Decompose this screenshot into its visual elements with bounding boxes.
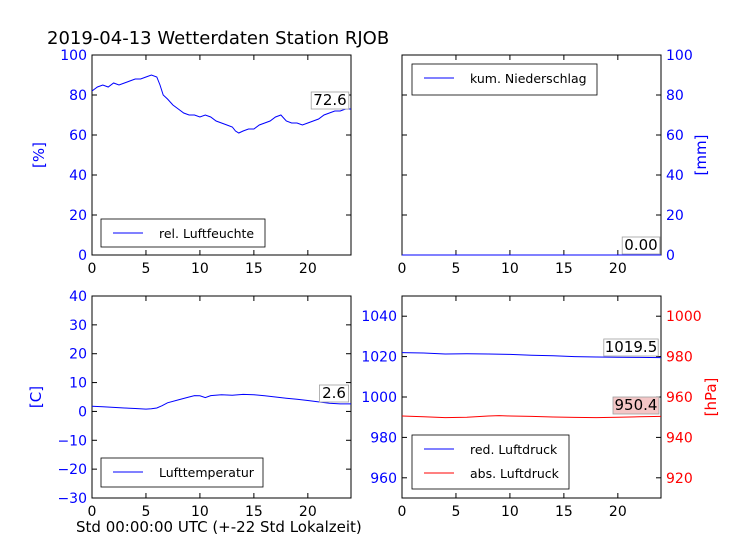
legend-frame xyxy=(411,434,570,490)
y-tick-label: 40 xyxy=(69,289,87,305)
y-tick-label: 100 xyxy=(60,48,87,64)
y-tick-label: −10 xyxy=(57,433,87,449)
x-tick-label: 10 xyxy=(191,504,209,520)
y-tick-label: 1040 xyxy=(361,309,397,325)
x-tick-label: 15 xyxy=(555,261,573,277)
x-tick-label: 0 xyxy=(88,504,97,520)
y-tick-label: 10 xyxy=(69,376,87,392)
value-annotation-box xyxy=(310,91,350,110)
x-tick-label: 10 xyxy=(191,261,209,277)
value-annotation: 2.6 xyxy=(322,384,346,402)
y-tick-label: 980 xyxy=(370,430,397,446)
y-tick-label: 0 xyxy=(78,404,87,420)
y-right-tick-label: 920 xyxy=(666,471,693,487)
value-annotation: 72.6 xyxy=(313,91,346,109)
y-tick-label: 80 xyxy=(666,88,684,104)
legend: rel. Luftfeuchte xyxy=(100,218,266,248)
plot-frame xyxy=(91,54,352,256)
legend-frame xyxy=(411,63,598,96)
y-tick-label: 40 xyxy=(69,168,87,184)
figure-title: 2019-04-13 Wetterdaten Station RJOB xyxy=(47,28,389,49)
legend: kum. Niederschlag xyxy=(411,63,598,96)
y-tick-label: −20 xyxy=(57,462,87,478)
y-tick-label: 20 xyxy=(69,208,87,224)
y-axis-label: [hPa] xyxy=(702,378,720,417)
chart-humidity: 0 5 10 15 20 0 20 40 60 80 100 [%] rel. Luftfeuchte 7… xyxy=(30,48,352,277)
x-tick-label: 0 xyxy=(398,504,407,520)
x-tick-label: 0 xyxy=(398,261,407,277)
legend-label: abs. Luftdruck xyxy=(470,466,560,481)
x-tick-label: 15 xyxy=(245,504,263,520)
y-right-tick-label: 940 xyxy=(666,430,693,446)
y-axis-label: [C] xyxy=(27,386,45,408)
y-tick-label: 1020 xyxy=(361,350,397,366)
legend: Lufttemperatur xyxy=(100,457,264,488)
y-right-tick-label: 980 xyxy=(666,350,693,366)
y-tick-label: 0 xyxy=(78,248,87,264)
x-tick-label: 20 xyxy=(609,261,627,277)
x-tick-label: 10 xyxy=(501,261,519,277)
series-line-red-luftdruck xyxy=(401,352,662,359)
y-axis-label: [%] xyxy=(30,142,48,168)
x-tick-label: 5 xyxy=(451,504,460,520)
value-annotation-box xyxy=(603,338,659,357)
y-tick-label: 0 xyxy=(666,248,675,264)
plot-frame xyxy=(91,295,352,499)
x-tick-label: 15 xyxy=(245,261,263,277)
x-tick-label: 0 xyxy=(88,261,97,277)
y-axis-label: [mm] xyxy=(692,135,710,176)
x-tick-label: 15 xyxy=(555,504,573,520)
y-tick-label: 1000 xyxy=(361,390,397,406)
value-annotation: 1019.5 xyxy=(605,338,658,356)
value-annotation: 0.00 xyxy=(624,236,657,254)
value-annotation-box xyxy=(318,384,349,403)
series-line-abs-luftdruck xyxy=(401,415,662,419)
legend-label: rel. Luftfeuchte xyxy=(159,226,254,241)
y-tick-label: 60 xyxy=(666,128,684,144)
legend: red. Luftdruck abs. Luftdruck xyxy=(411,434,570,490)
value-annotation: 950.4 xyxy=(615,396,658,414)
x-tick-label: 20 xyxy=(299,504,317,520)
y-tick-label: 20 xyxy=(69,347,87,363)
legend-label: Lufttemperatur xyxy=(159,465,255,480)
chart-temperature: 0 5 10 15 20 −30 −20 −10 0 10 20 30 40 [C] Lufttempera… xyxy=(27,289,352,520)
y-tick-label: 960 xyxy=(370,471,397,487)
y-tick-label: 30 xyxy=(69,318,87,334)
x-tick-label: 10 xyxy=(501,504,519,520)
y-tick-label: 40 xyxy=(666,168,684,184)
x-tick-label: 5 xyxy=(141,261,150,277)
y-tick-label: 80 xyxy=(69,88,87,104)
value-annotation-box xyxy=(612,396,660,415)
x-tick-label: 5 xyxy=(451,261,460,277)
legend-label: red. Luftdruck xyxy=(470,442,558,457)
series-line-lufttemperatur xyxy=(91,393,351,410)
y-tick-label: 100 xyxy=(666,48,693,64)
figure-xlabel: Std 00:00:00 UTC (+-22 Std Lokalzeit) xyxy=(76,518,362,536)
y-tick-label: 20 xyxy=(666,208,684,224)
y-right-tick-label: 1000 xyxy=(666,309,702,325)
series-line-rel-luftfeuchte xyxy=(91,74,351,134)
x-tick-label: 20 xyxy=(609,504,627,520)
y-tick-label: −30 xyxy=(57,491,87,507)
value-annotation-box xyxy=(621,236,661,255)
chart-pressure: 0 5 10 15 20 960 980 1000 1020 1040 920 940 960 980 10… xyxy=(361,295,720,520)
x-tick-label: 20 xyxy=(299,261,317,277)
legend-label: kum. Niederschlag xyxy=(470,71,587,86)
chart-precipitation: 0 5 10 15 20 0 20 40 60 80 100 [mm] kum. Niederschla… xyxy=(398,48,710,277)
y-tick-label: 60 xyxy=(69,128,87,144)
x-tick-label: 5 xyxy=(141,504,150,520)
y-right-tick-label: 960 xyxy=(666,390,693,406)
